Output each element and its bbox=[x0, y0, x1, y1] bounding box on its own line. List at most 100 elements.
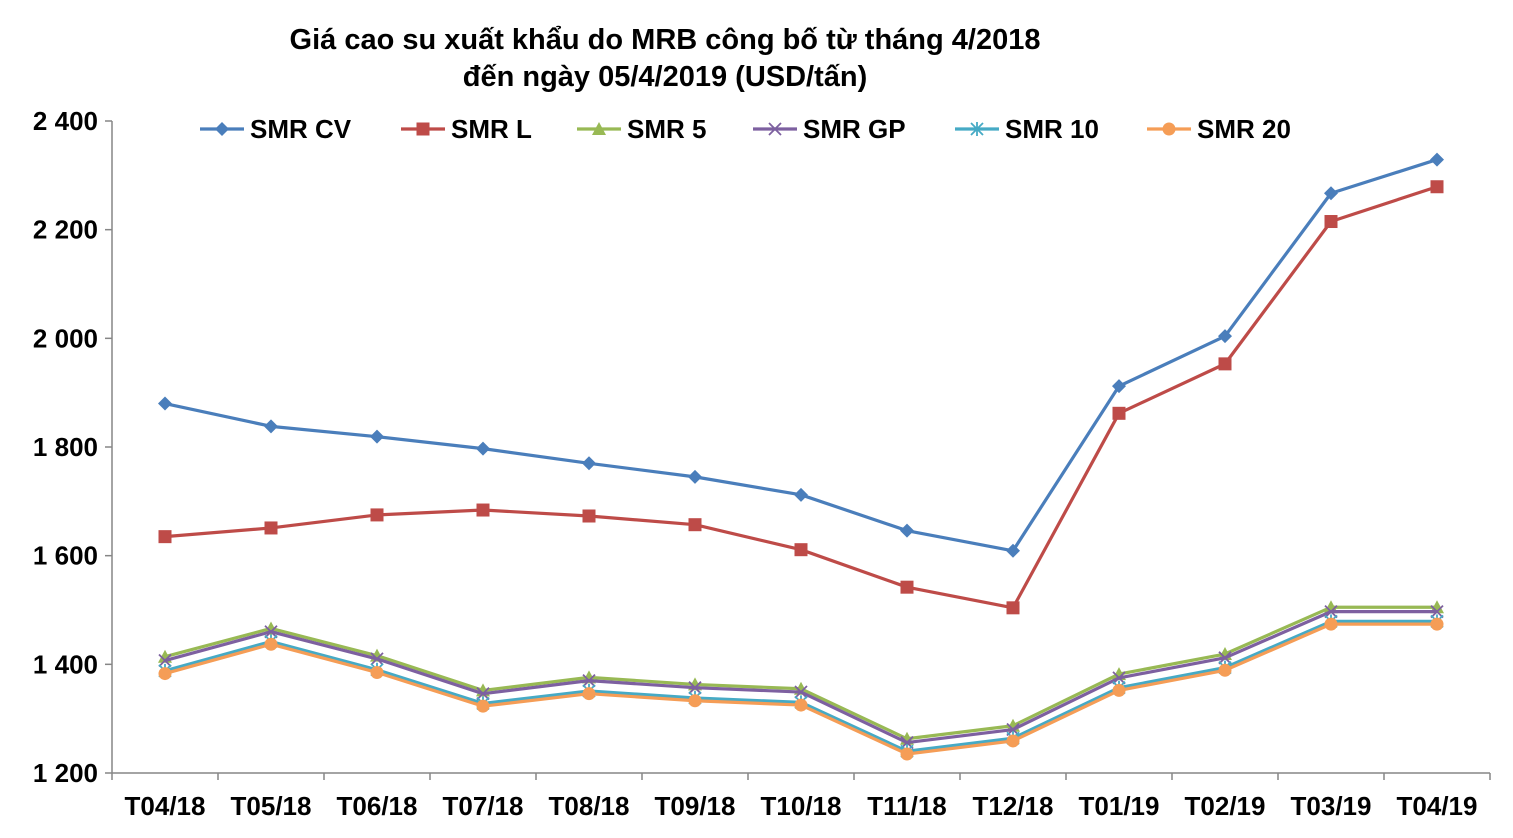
data-point-smr-cv bbox=[370, 429, 384, 444]
legend-label: SMR CV bbox=[250, 114, 352, 144]
legend-label: SMR 10 bbox=[1005, 114, 1099, 144]
x-tick-label: T10/18 bbox=[761, 791, 842, 821]
data-point-smr-l bbox=[1324, 215, 1338, 229]
marker-stroke bbox=[794, 685, 808, 699]
data-point-smr-l bbox=[158, 530, 172, 544]
legend-marker bbox=[1162, 122, 1176, 136]
x-tick-label: T08/18 bbox=[549, 791, 630, 821]
legend-marker bbox=[768, 122, 782, 136]
data-point-smr-gp bbox=[1324, 604, 1338, 619]
axes: 1 200 1 400 1 600 1 800 2 000 2 200 2 400 T04/1… bbox=[33, 106, 1491, 821]
data-point-smr-20 bbox=[476, 699, 490, 713]
data-point-smr-20 bbox=[900, 747, 914, 761]
marker-stroke bbox=[476, 687, 490, 701]
data-point-smr-gp bbox=[1112, 671, 1126, 685]
data-point-smr-gp bbox=[794, 685, 808, 699]
marker-stroke bbox=[582, 673, 596, 688]
series-smr-l bbox=[158, 180, 1444, 615]
data-point-smr-cv bbox=[582, 456, 596, 471]
data-point-smr-cv bbox=[476, 441, 490, 456]
x-tick-label: T01/19 bbox=[1079, 791, 1160, 821]
marker-stroke bbox=[1430, 604, 1444, 619]
data-point-smr-20 bbox=[582, 687, 596, 701]
legend-marker bbox=[215, 122, 229, 136]
legend-item-smr-l: SMR L bbox=[401, 114, 532, 144]
data-point-smr-20 bbox=[158, 667, 172, 681]
data-point-smr-20 bbox=[1430, 617, 1444, 631]
legend-marker bbox=[592, 122, 606, 135]
legend-label: SMR L bbox=[451, 114, 532, 144]
data-point-smr-l bbox=[1006, 601, 1020, 615]
marker-stroke bbox=[768, 122, 782, 136]
data-point-smr-l bbox=[370, 508, 384, 522]
x-tick-label: T07/18 bbox=[443, 791, 524, 821]
x-tick-label: T05/18 bbox=[231, 791, 312, 821]
series-smr-5 bbox=[158, 600, 1444, 745]
legend-item-smr-20: SMR 20 bbox=[1147, 114, 1291, 144]
marker-stroke bbox=[370, 652, 384, 666]
data-point-smr-cv bbox=[900, 523, 914, 538]
y-tick-label: 2 200 bbox=[33, 215, 98, 245]
legend-item-smr-5: SMR 5 bbox=[577, 114, 706, 144]
data-point-smr-cv bbox=[158, 396, 172, 411]
series-layer bbox=[158, 152, 1444, 761]
legend-item-smr-cv: SMR CV bbox=[200, 114, 352, 144]
legend-label: SMR 20 bbox=[1197, 114, 1291, 144]
data-point-smr-gp bbox=[1430, 604, 1444, 619]
data-point-smr-cv bbox=[688, 469, 702, 484]
y-tick-label: 1 600 bbox=[33, 541, 98, 571]
chart-title-line-1: Giá cao su xuất khẩu do MRB công bố từ t… bbox=[289, 24, 1041, 56]
data-point-smr-gp bbox=[688, 681, 702, 695]
series-line-smr-5 bbox=[164, 605, 1437, 741]
x-tick-label: T03/19 bbox=[1291, 791, 1372, 821]
data-point-smr-l bbox=[1218, 357, 1232, 371]
marker-stroke bbox=[1324, 604, 1338, 619]
data-point-smr-20 bbox=[794, 698, 808, 712]
data-point-smr-l bbox=[1430, 180, 1444, 194]
data-point-smr-l bbox=[264, 521, 278, 535]
data-point-smr-20 bbox=[264, 637, 278, 651]
data-point-smr-gp bbox=[582, 673, 596, 688]
marker-stroke bbox=[264, 625, 278, 639]
data-point-smr-gp bbox=[264, 625, 278, 639]
data-point-smr-20 bbox=[1006, 734, 1020, 748]
marker-stroke bbox=[1218, 651, 1232, 665]
legend: SMR CV SMR L SMR 5 SMR GP SMR 10 SMR 20 bbox=[200, 114, 1291, 144]
legend-item-smr-gp: SMR GP bbox=[753, 114, 906, 144]
data-point-smr-l bbox=[900, 580, 914, 594]
y-tick-label: 1 800 bbox=[33, 432, 98, 462]
legend-label: SMR GP bbox=[803, 114, 906, 144]
x-tick-label: T04/19 bbox=[1397, 791, 1478, 821]
data-point-smr-20 bbox=[1112, 683, 1126, 697]
data-point-smr-cv bbox=[1430, 152, 1444, 167]
x-tick-label: T06/18 bbox=[337, 791, 418, 821]
data-point-smr-20 bbox=[370, 665, 384, 679]
data-point-smr-l bbox=[476, 503, 490, 517]
marker-stroke bbox=[688, 681, 702, 695]
legend-marker bbox=[970, 122, 984, 136]
data-point-smr-cv bbox=[794, 487, 808, 502]
marker-stroke bbox=[1112, 671, 1126, 685]
data-point-smr-gp bbox=[476, 687, 490, 701]
x-tick-label: T12/18 bbox=[973, 791, 1054, 821]
data-point-smr-cv bbox=[1324, 186, 1338, 201]
y-tick-label: 1 200 bbox=[33, 758, 98, 788]
data-point-smr-20 bbox=[1324, 617, 1338, 631]
data-point-smr-cv bbox=[1218, 329, 1232, 344]
data-point-smr-l bbox=[582, 509, 596, 523]
y-tick-label: 1 400 bbox=[33, 649, 98, 679]
legend-label: SMR 5 bbox=[627, 114, 706, 144]
data-point-smr-20 bbox=[688, 694, 702, 708]
series-line-smr-gp bbox=[164, 610, 1437, 745]
data-point-smr-l bbox=[688, 518, 702, 532]
legend-item-smr-10: SMR 10 bbox=[955, 114, 1099, 144]
data-point-smr-l bbox=[794, 543, 808, 557]
data-point-smr-cv bbox=[1006, 543, 1020, 558]
x-tick-label: T11/18 bbox=[867, 791, 947, 821]
chart-title: Giá cao su xuất khẩu do MRB công bố từ t… bbox=[0, 22, 1330, 96]
marker-stroke bbox=[158, 653, 172, 668]
x-tick-label: T09/18 bbox=[655, 791, 736, 821]
x-tick-label: T02/19 bbox=[1185, 791, 1266, 821]
data-point-smr-cv bbox=[264, 419, 278, 434]
